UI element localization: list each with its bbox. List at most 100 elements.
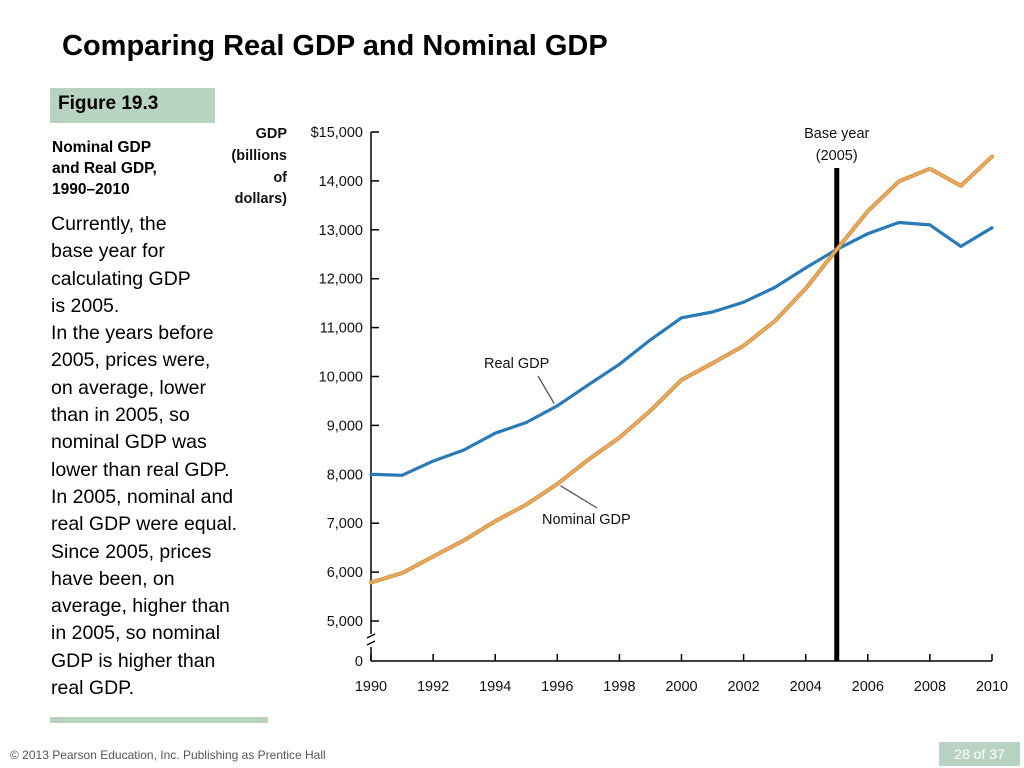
real-gdp-point <box>400 473 404 477</box>
nominal-gdp-point <box>555 482 559 486</box>
y-axis-title-line: (billions <box>231 148 287 164</box>
real-gdp-leader <box>537 375 555 404</box>
body-line: Since 2005, prices <box>51 540 212 563</box>
real-gdp-point <box>617 362 621 366</box>
body-line: than in 2005, so <box>51 404 190 427</box>
real-gdp-line <box>369 220 994 477</box>
body-line: lower than real GDP. <box>51 458 230 481</box>
nominal-gdp-point <box>617 436 621 440</box>
figure-caption: Nominal GDP and Real GDP, 1990–2010 <box>52 137 202 200</box>
body-line: In the years before <box>51 322 214 345</box>
real-gdp-point <box>866 232 870 236</box>
body-line: is 2005. <box>51 294 120 317</box>
caption-line: Nominal GDP <box>52 139 152 156</box>
real-gdp-point <box>493 431 497 435</box>
body-line: 2005, prices were, <box>51 349 211 372</box>
x-tick-label: 2006 <box>852 679 884 695</box>
copyright-footer: © 2013 Pearson Education, Inc. Publishin… <box>10 748 326 762</box>
x-tick-label: 2010 <box>976 679 1008 695</box>
real-gdp-point <box>524 420 528 424</box>
nominal-gdp-point <box>648 409 652 413</box>
axis-break-icon <box>366 633 376 646</box>
real-gdp-point <box>555 404 559 408</box>
real-gdp-point <box>804 266 808 270</box>
caption-divider <box>50 717 268 723</box>
x-tick-label: 1994 <box>479 679 511 695</box>
body-line: base year for <box>51 240 165 263</box>
y-tick-label: 5,000 <box>327 614 363 630</box>
caption-line: 1990–2010 <box>52 181 130 198</box>
x-tick-label: 2004 <box>790 679 822 695</box>
body-line: average, higher than <box>51 595 230 618</box>
body-line: In 2005, nominal and <box>51 485 234 508</box>
caption-line: and Real GDP, <box>52 160 157 177</box>
real-gdp-point <box>959 244 963 248</box>
body-line: have been, on <box>51 567 175 590</box>
real-gdp-point <box>742 300 746 304</box>
y-tick-label: 13,000 <box>319 223 363 239</box>
y-tick-label: 10,000 <box>319 370 363 386</box>
nominal-gdp-point <box>835 247 839 251</box>
nominal-gdp-line <box>369 155 994 584</box>
nominal-gdp-label: Nominal GDP <box>542 512 631 528</box>
real-gdp-label: Real GDP <box>484 356 549 372</box>
body-line: real GDP were equal. <box>51 513 238 536</box>
body-line: real GDP. <box>51 677 135 700</box>
nominal-gdp-point <box>773 319 777 323</box>
real-gdp-point <box>586 383 590 387</box>
nominal-gdp-point <box>928 167 932 171</box>
y-tick-label: 9,000 <box>327 418 363 434</box>
nominal-gdp-line-outline <box>369 154 994 585</box>
nominal-gdp-point <box>866 209 870 213</box>
body-line: on average, lower <box>51 376 207 399</box>
nominal-gdp-point <box>897 179 901 183</box>
body-line: calculating GDP <box>51 267 191 290</box>
nominal-gdp-point <box>804 286 808 290</box>
x-tick-label: 1996 <box>541 679 573 695</box>
x-tick-label: 1998 <box>603 679 635 695</box>
nominal-gdp-point <box>462 538 466 542</box>
y-tick-label: 14,000 <box>319 174 363 190</box>
real-gdp-point <box>462 448 466 452</box>
body-line: nominal GDP was <box>51 431 207 454</box>
y-axis-title-line: dollars) <box>235 191 288 207</box>
real-gdp-point <box>711 310 715 314</box>
nominal-gdp-point <box>680 378 683 382</box>
base-year-label: Base year <box>804 126 869 142</box>
y-tick-label: 11,000 <box>320 321 363 337</box>
nominal-gdp-point <box>959 184 963 188</box>
y-tick-label: 7,000 <box>327 516 363 532</box>
figure-tag: Figure 19.3 <box>50 88 215 123</box>
nominal-gdp-point <box>524 503 528 507</box>
page-number-badge: 28 of 37 <box>939 742 1020 766</box>
base-year-label: (2005) <box>816 148 858 164</box>
y-axis-title-line: GDP <box>256 126 288 142</box>
real-gdp-point <box>648 338 652 342</box>
nominal-gdp-leader <box>560 485 598 509</box>
nominal-gdp-point <box>400 571 404 575</box>
real-gdp-point <box>928 223 932 227</box>
nominal-gdp-point <box>990 154 994 158</box>
real-gdp-point <box>897 220 901 224</box>
body-line: Currently, the <box>51 213 167 235</box>
figure-explanation: Currently, the base year for calculating… <box>51 211 276 702</box>
y-axis-title-line: of <box>273 170 287 186</box>
nominal-gdp-point <box>431 554 435 558</box>
slide-title: Comparing Real GDP and Nominal GDP <box>62 30 608 62</box>
y-tick-label: 6,000 <box>327 565 363 581</box>
x-tick-label: 1990 <box>355 679 387 695</box>
body-line: in 2005, so nominal <box>51 622 221 645</box>
real-gdp-point <box>990 226 994 230</box>
nominal-gdp-point <box>742 344 746 348</box>
nominal-gdp-point <box>586 458 590 462</box>
x-tick-label: 2008 <box>914 679 946 695</box>
x-tick-label: 1992 <box>417 679 449 695</box>
nominal-gdp-point <box>711 361 715 365</box>
nominal-gdp-point <box>493 519 497 523</box>
real-gdp-point <box>369 472 373 476</box>
real-gdp-point <box>773 286 777 290</box>
y-tick-label: 8,000 <box>327 467 363 483</box>
y-tick-label: 12,000 <box>319 272 363 288</box>
nominal-gdp-point <box>369 580 373 584</box>
